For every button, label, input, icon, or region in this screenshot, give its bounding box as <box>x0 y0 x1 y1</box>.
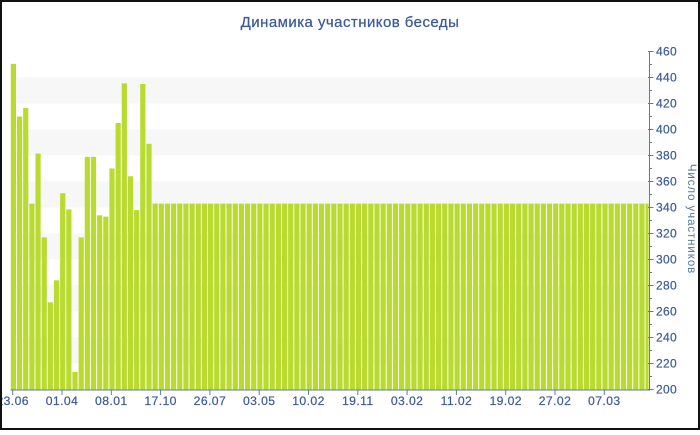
svg-text:400: 400 <box>656 123 677 137</box>
svg-text:19.02: 19.02 <box>489 394 522 408</box>
svg-text:Динамика участников беседы: Динамика участников беседы <box>241 14 460 31</box>
svg-text:380: 380 <box>656 149 677 163</box>
svg-text:07.03: 07.03 <box>588 394 621 408</box>
svg-text:200: 200 <box>656 383 677 397</box>
svg-text:01.04: 01.04 <box>46 394 79 408</box>
svg-text:27.02: 27.02 <box>539 394 572 408</box>
svg-text:19.11: 19.11 <box>342 394 374 408</box>
svg-text:Число участников: Число участников <box>685 164 697 274</box>
svg-text:360: 360 <box>656 175 677 189</box>
svg-text:08.01: 08.01 <box>95 394 128 408</box>
svg-text:420: 420 <box>656 97 677 111</box>
svg-text:320: 320 <box>656 227 677 241</box>
svg-text:10.02: 10.02 <box>292 394 325 408</box>
svg-text:03.05: 03.05 <box>243 394 276 408</box>
svg-text:260: 260 <box>656 305 677 319</box>
svg-text:440: 440 <box>656 71 677 85</box>
svg-text:23.06: 23.06 <box>0 394 29 408</box>
svg-text:340: 340 <box>656 201 677 215</box>
svg-text:280: 280 <box>656 279 677 293</box>
svg-text:17.10: 17.10 <box>144 394 177 408</box>
svg-text:240: 240 <box>656 331 677 345</box>
svg-text:300: 300 <box>656 253 677 267</box>
svg-text:220: 220 <box>656 357 677 371</box>
svg-text:26.07: 26.07 <box>194 394 227 408</box>
svg-text:11.02: 11.02 <box>441 394 473 408</box>
svg-text:03.02: 03.02 <box>391 394 424 408</box>
svg-text:460: 460 <box>656 45 677 59</box>
